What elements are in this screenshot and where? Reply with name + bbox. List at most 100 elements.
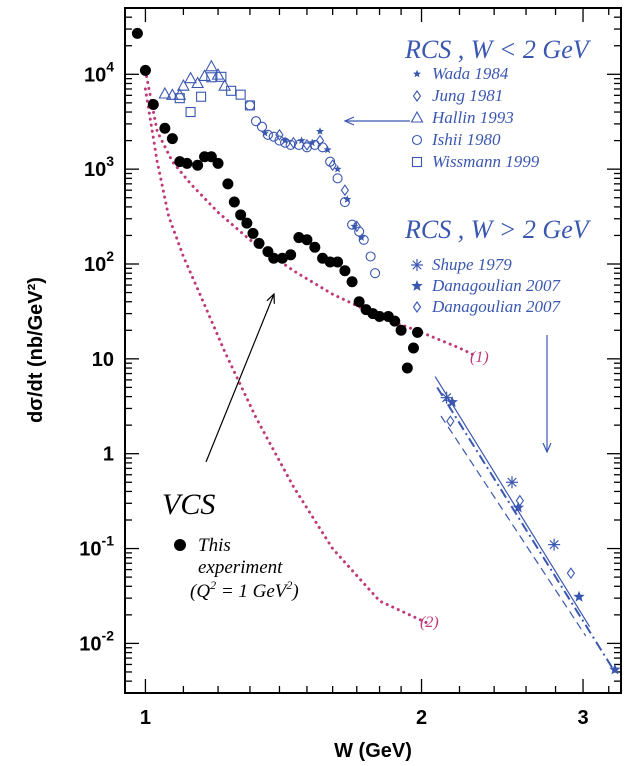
- data-point-open-circle: [332, 173, 343, 184]
- data-point-small-star: [316, 127, 324, 135]
- data-point-filled-circle: [401, 362, 413, 374]
- data-point-open-circle: [358, 234, 369, 245]
- data-point-open-circle: [244, 100, 255, 111]
- data-point-diamond: [275, 128, 284, 141]
- legend-marker: [411, 280, 423, 291]
- legend-entry: Ishii 1980: [431, 130, 501, 149]
- data-point-filled-circle: [147, 99, 159, 111]
- data-point-filled-circle: [192, 159, 204, 171]
- data-point-open-triangle: [191, 76, 205, 89]
- data-point-open-square: [174, 93, 185, 104]
- data-point-filled-circle: [285, 249, 297, 261]
- data-point-filled-circle: [228, 196, 240, 208]
- data-points: [131, 27, 621, 675]
- data-point-filled-circle: [139, 64, 151, 76]
- data-point-small-star: [343, 195, 352, 203]
- data-point-filled-circle: [374, 310, 386, 322]
- curve-label-2: (2): [420, 614, 439, 631]
- data-point-small-star: [281, 136, 290, 144]
- legend-marker: [412, 301, 422, 313]
- data-point-filled-circle: [407, 342, 419, 354]
- y-tick-label: 103: [84, 153, 114, 181]
- data-point-open-circle: [250, 116, 262, 127]
- data-point-open-square: [235, 89, 246, 100]
- data-point-open-triangle: [204, 59, 218, 72]
- data-point-open-triangle: [184, 71, 198, 84]
- data-point-filled-circle: [301, 234, 313, 246]
- data-point-diamond: [446, 415, 455, 428]
- y-tick-label: 10-2: [79, 627, 114, 655]
- legend-entry: Danagoulian 2007: [431, 297, 561, 316]
- data-point-diamond: [315, 134, 325, 147]
- data-point-open-circle: [347, 219, 358, 230]
- legend-vcs-line1: This: [198, 535, 231, 556]
- data-point-filled-circle: [235, 209, 247, 221]
- y-tick-label: 104: [84, 58, 114, 86]
- legend-marker: [412, 90, 422, 102]
- data-point-asterisk: [548, 538, 561, 551]
- x-axis: 1 2 3: [140, 8, 610, 729]
- data-point-filled-circle: [222, 178, 234, 190]
- legend-rcs-low-title: RCS , W < 2 GeV: [404, 35, 592, 64]
- data-point-open-triangle: [198, 69, 211, 81]
- legend-marker: [411, 259, 423, 271]
- data-point-diamond: [566, 567, 576, 580]
- data-point-filled-circle: [309, 241, 321, 253]
- arrow-vcs: [205, 294, 274, 463]
- x-tick-label: 3: [577, 707, 588, 729]
- y-tick-label: 102: [84, 248, 114, 276]
- data-point-open-square: [196, 91, 207, 102]
- data-point-filled-circle: [247, 227, 259, 239]
- x-tick-label: 2: [416, 707, 427, 729]
- legend-vcs-line2: experiment: [198, 557, 283, 578]
- legend-entry: Jung 1981: [432, 86, 503, 105]
- data-point-filled-circle: [205, 151, 217, 163]
- legend-marker: [411, 156, 423, 168]
- data-point-open-square: [185, 106, 196, 118]
- legend-marker: [411, 134, 423, 146]
- data-point-open-triangle: [158, 86, 172, 99]
- data-point-small-star: [308, 138, 317, 147]
- data-point-open-triangle: [176, 79, 190, 91]
- legend-vcs-q-label: (Q2 = 1 GeV2): [190, 578, 299, 602]
- data-point-open-circle: [370, 268, 381, 279]
- data-point-diamond: [302, 138, 312, 151]
- data-point-small-star: [357, 233, 366, 241]
- data-point-diamond: [328, 159, 337, 172]
- model-curve-2: [143, 87, 431, 626]
- data-point-filled-circle: [339, 265, 351, 277]
- y-tick-label: 10: [92, 349, 114, 371]
- data-point-filled-circle: [353, 296, 365, 308]
- data-point-filled-circle: [276, 252, 288, 264]
- legend-marker: [413, 69, 421, 78]
- data-point-small-star: [297, 136, 306, 144]
- data-point-open-triangle: [218, 79, 232, 91]
- legend-marker: [410, 110, 424, 123]
- legend-entry: Shupe 1979: [432, 255, 512, 274]
- data-point-filled-circle: [131, 27, 143, 39]
- fit-line-solid: [434, 376, 591, 628]
- x-axis-label: W (GeV): [334, 740, 412, 762]
- data-point-filled-circle: [159, 122, 171, 134]
- legend-entry: Hallin 1993: [431, 108, 514, 127]
- data-point-small-star: [261, 128, 269, 137]
- legend-entry: Wada 1984: [432, 64, 509, 83]
- data-point-small-star: [333, 164, 342, 173]
- data-point-filled-circle: [268, 252, 280, 264]
- data-point-filled-circle: [241, 217, 253, 229]
- data-point-filled-circle: [412, 326, 424, 338]
- data-point-filled-circle: [346, 276, 358, 288]
- curve-label-1: (1): [470, 349, 489, 366]
- plot-frame: [124, 7, 622, 694]
- data-point-small-star: [350, 222, 359, 230]
- data-point-open-circle: [301, 142, 312, 153]
- data-point-filled-circle: [253, 237, 265, 249]
- legend-vcs: VCS This experiment (Q2 = 1 GeV2): [162, 488, 299, 602]
- data-point-filled-circle: [389, 315, 401, 327]
- y-tick-label: 10-1: [79, 533, 114, 561]
- legend-vcs-marker: [174, 539, 186, 551]
- data-point-filled-circle: [212, 157, 224, 169]
- data-point-open-square: [206, 72, 217, 83]
- data-point-open-square: [226, 85, 237, 96]
- data-point-diamond: [340, 184, 350, 197]
